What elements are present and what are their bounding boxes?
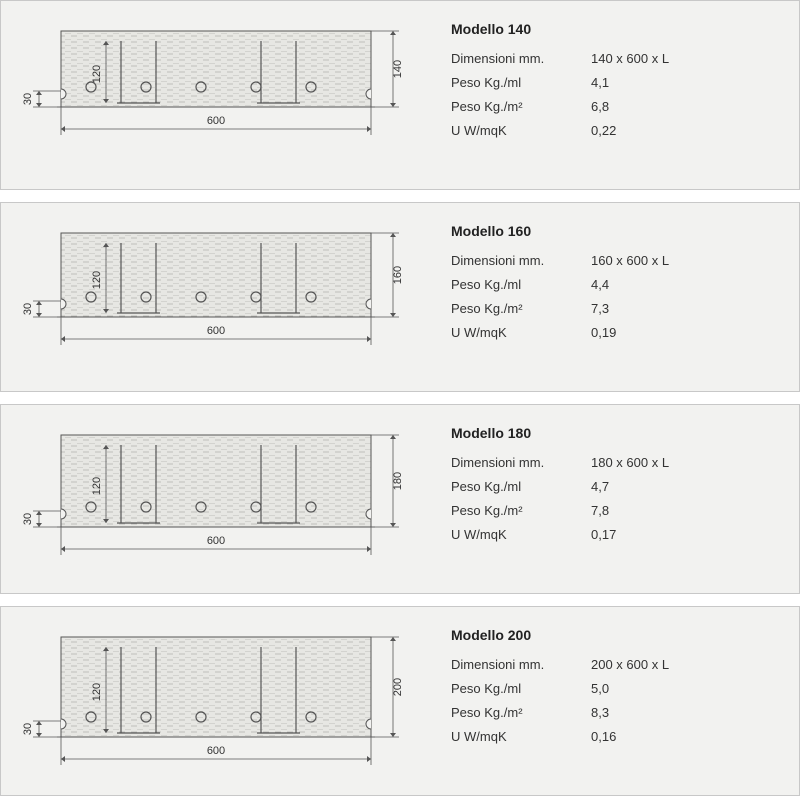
- spec-value: 4,1: [591, 71, 789, 95]
- dim-height: 180: [392, 472, 404, 490]
- diagram-140: 140 600 120 30: [11, 15, 431, 175]
- spec-label: U W/mqK: [451, 321, 591, 345]
- spec-block: Modello 200Dimensioni mm.200 x 600 x LPe…: [431, 621, 789, 749]
- spec-line: Dimensioni mm.140 x 600 x L: [451, 47, 789, 71]
- spec-label: Peso Kg./m²: [451, 95, 591, 119]
- spec-line: U W/mqK0,22: [451, 119, 789, 143]
- spec-value: 5,0: [591, 677, 789, 701]
- spec-value: 180 x 600 x L: [591, 451, 789, 475]
- spec-label: U W/mqK: [451, 523, 591, 547]
- spec-line: Peso Kg./m²7,8: [451, 499, 789, 523]
- diagram-180: 180 600 120 30: [11, 419, 431, 579]
- spec-value: 0,16: [591, 725, 789, 749]
- spec-line: Dimensioni mm.200 x 600 x L: [451, 653, 789, 677]
- dim-inner: 120: [91, 683, 103, 701]
- spec-label: Dimensioni mm.: [451, 249, 591, 273]
- spec-line: Peso Kg./m²7,3: [451, 297, 789, 321]
- model-row-200: 200 600 120 30 Modello 200 Dimensioni mm.200 …: [0, 606, 800, 796]
- dim-width: 600: [207, 325, 225, 337]
- diagram-200: 200 600 120 30: [11, 621, 431, 781]
- spec-line: Peso Kg./ml4,7: [451, 475, 789, 499]
- spec-value: 7,8: [591, 499, 789, 523]
- spec-label: Peso Kg./m²: [451, 701, 591, 725]
- spec-value: 0,19: [591, 321, 789, 345]
- dim-lip: 30: [22, 723, 34, 735]
- spec-block: Modello 140Dimensioni mm.140 x 600 x LPe…: [431, 15, 789, 143]
- spec-value: 6,8: [591, 95, 789, 119]
- spec-label: U W/mqK: [451, 725, 591, 749]
- spec-value: 0,22: [591, 119, 789, 143]
- diagram-160: 160 600 120 30: [11, 217, 431, 377]
- spec-label: Dimensioni mm.: [451, 653, 591, 677]
- spec-line: U W/mqK0,19: [451, 321, 789, 345]
- spec-label: Peso Kg./m²: [451, 499, 591, 523]
- spec-line: Peso Kg./ml5,0: [451, 677, 789, 701]
- spec-line: U W/mqK0,17: [451, 523, 789, 547]
- panel-rect: [61, 637, 371, 737]
- dim-height: 140: [392, 60, 404, 78]
- spec-value: 7,3: [591, 297, 789, 321]
- spec-label: Dimensioni mm.: [451, 451, 591, 475]
- spec-value: 160 x 600 x L: [591, 249, 789, 273]
- dim-lip: 30: [22, 303, 34, 315]
- dim-inner: 120: [91, 65, 103, 83]
- spec-value: 4,7: [591, 475, 789, 499]
- spec-label: Peso Kg./ml: [451, 677, 591, 701]
- spec-line: Dimensioni mm.160 x 600 x L: [451, 249, 789, 273]
- spec-line: Peso Kg./m²8,3: [451, 701, 789, 725]
- spec-block: Modello 160Dimensioni mm.160 x 600 x LPe…: [431, 217, 789, 345]
- spec-label: Peso Kg./m²: [451, 297, 591, 321]
- dim-height: 200: [392, 678, 404, 696]
- spec-line: U W/mqK0,16: [451, 725, 789, 749]
- dim-width: 600: [207, 115, 225, 127]
- model-title: Modello 160: [451, 223, 789, 239]
- spec-value: 4,4: [591, 273, 789, 297]
- spec-value: 200 x 600 x L: [591, 653, 789, 677]
- dim-width: 600: [207, 745, 225, 757]
- spec-label: U W/mqK: [451, 119, 591, 143]
- dim-lip: 30: [22, 93, 34, 105]
- model-title: Modello 200: [451, 627, 789, 643]
- spec-label: Dimensioni mm.: [451, 47, 591, 71]
- spec-label: Peso Kg./ml: [451, 273, 591, 297]
- model-title: Modello 180: [451, 425, 789, 441]
- spec-line: Peso Kg./ml4,4: [451, 273, 789, 297]
- spec-line: Peso Kg./ml4,1: [451, 71, 789, 95]
- dim-width: 600: [207, 535, 225, 547]
- dim-inner: 120: [91, 477, 103, 495]
- spec-value: 140 x 600 x L: [591, 47, 789, 71]
- panel-rect: [61, 31, 371, 107]
- model-row-180: 180 600 120 30 Modello 180 Dimensioni mm.180 …: [0, 404, 800, 594]
- spec-label: Peso Kg./ml: [451, 71, 591, 95]
- dim-inner: 120: [91, 271, 103, 289]
- spec-block: Modello 180Dimensioni mm.180 x 600 x LPe…: [431, 419, 789, 547]
- spec-value: 0,17: [591, 523, 789, 547]
- dim-height: 160: [392, 266, 404, 284]
- spec-value: 8,3: [591, 701, 789, 725]
- dim-lip: 30: [22, 513, 34, 525]
- model-row-160: 160 600 120 30 Modello 160 Dimensioni mm.160 …: [0, 202, 800, 392]
- spec-line: Peso Kg./m²6,8: [451, 95, 789, 119]
- model-title: Modello 140: [451, 21, 789, 37]
- spec-line: Dimensioni mm.180 x 600 x L: [451, 451, 789, 475]
- spec-label: Peso Kg./ml: [451, 475, 591, 499]
- model-row-140: 140 600 120 30 Modello 140 Dimensioni mm.140 …: [0, 0, 800, 190]
